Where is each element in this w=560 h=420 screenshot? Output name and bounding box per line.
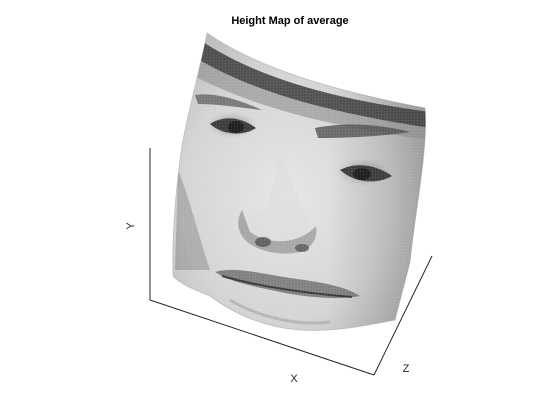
z-axis-line	[373, 255, 433, 376]
z-axis-label: Z	[403, 363, 410, 375]
x-axis-line	[149, 299, 375, 376]
y-axis-label: Y	[125, 222, 137, 230]
axes-box	[149, 148, 433, 376]
x-axis-label: X	[290, 373, 298, 385]
plot-title: Height Map of average	[231, 15, 348, 27]
face-surface	[172, 32, 426, 331]
